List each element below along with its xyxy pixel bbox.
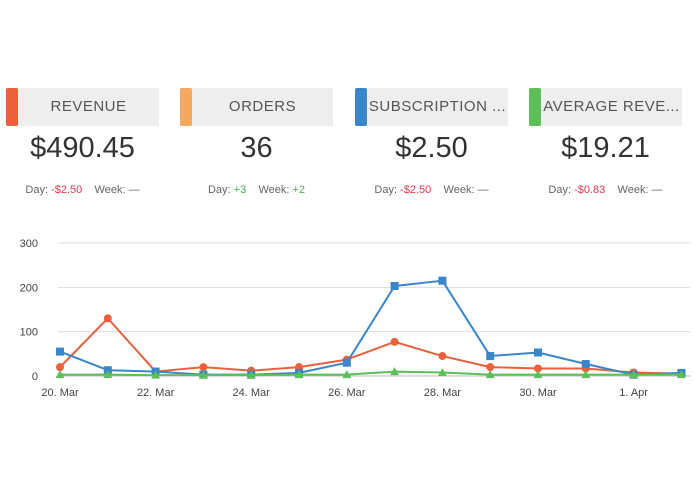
x-tick-label: 26. Mar — [328, 387, 366, 399]
day-delta: -$2.50 — [400, 184, 432, 196]
card-value: 36 — [240, 132, 273, 164]
x-tick-label: 30. Mar — [519, 387, 557, 399]
card-accent — [180, 88, 192, 126]
data-point[interactable] — [438, 352, 447, 361]
card-header: ORDERS — [180, 88, 333, 126]
week-delta: +2 — [292, 184, 306, 196]
card-value: $2.50 — [395, 132, 468, 164]
data-point[interactable] — [676, 370, 686, 379]
data-point[interactable] — [342, 370, 352, 379]
card-title: REVENUE — [50, 98, 127, 115]
y-tick-label: 300 — [20, 238, 38, 250]
day-label: Day: — [548, 184, 572, 196]
card-footer: Day: +3 Week: +2 — [180, 184, 333, 196]
week-delta: — — [128, 184, 140, 196]
card-header: AVERAGE REVE... — [529, 88, 682, 126]
y-tick-label: 100 — [20, 327, 38, 339]
x-tick-label: 20. Mar — [41, 387, 79, 399]
data-point[interactable] — [390, 282, 399, 291]
card-average-revenue[interactable]: AVERAGE REVE... $19.21 Day: -$0.83 Week:… — [529, 88, 682, 206]
data-point[interactable] — [342, 358, 351, 367]
data-point[interactable] — [55, 370, 65, 379]
x-tick-label: 1. Apr — [619, 387, 648, 399]
card-accent — [6, 88, 18, 126]
week-label: Week: — [617, 184, 649, 196]
y-tick-label: 200 — [20, 282, 38, 294]
data-point[interactable] — [103, 314, 112, 323]
data-point[interactable] — [581, 360, 590, 369]
card-value: $490.45 — [30, 132, 135, 164]
series-line — [60, 370, 682, 377]
chart-svg: 0 100 200 300 20. Mar 22. Mar 24. Mar 26. Mar 28… — [20, 238, 690, 399]
data-point[interactable] — [485, 370, 495, 379]
data-point[interactable] — [486, 352, 495, 361]
data-point[interactable] — [56, 347, 64, 356]
week-delta: — — [651, 184, 663, 196]
card-header: REVENUE — [6, 88, 159, 126]
data-point[interactable] — [198, 370, 208, 379]
card-footer: Day: -$2.50 Week: — — [355, 184, 508, 196]
card-footer: Day: -$0.83 Week: — — [529, 184, 682, 196]
line-chart: 0 100 200 300 20. Mar 22. Mar 24. Mar 26. Mar 28… — [0, 225, 695, 410]
data-point[interactable] — [438, 276, 447, 285]
card-title: SUBSCRIPTION ... — [368, 98, 507, 115]
data-point[interactable] — [103, 370, 113, 379]
day-delta: -$2.50 — [51, 184, 83, 196]
data-point[interactable] — [199, 363, 208, 372]
x-tick-label: 28. Mar — [424, 387, 462, 399]
card-title: ORDERS — [228, 98, 297, 115]
metric-cards: REVENUE $490.45 Day: -$2.50 Week: — ORDE… — [0, 88, 695, 206]
card-revenue[interactable]: REVENUE $490.45 Day: -$2.50 Week: — — [6, 88, 159, 206]
x-tick-label: 22. Mar — [137, 387, 175, 399]
week-delta: — — [477, 184, 489, 196]
week-label: Week: — [443, 184, 475, 196]
day-label: Day: — [207, 184, 231, 196]
card-value: $19.21 — [561, 132, 650, 164]
data-point[interactable] — [486, 363, 495, 372]
data-point[interactable] — [294, 370, 304, 379]
card-orders[interactable]: ORDERS 36 Day: +3 Week: +2 — [180, 88, 333, 206]
card-header: SUBSCRIPTION ... — [355, 88, 508, 126]
data-point[interactable] — [246, 370, 256, 379]
y-tick-label: 0 — [32, 371, 38, 383]
series-line — [59, 279, 682, 376]
x-tick-label: 24. Mar — [233, 387, 271, 399]
card-accent — [529, 88, 541, 126]
card-footer: Day: -$2.50 Week: — — [6, 184, 159, 196]
data-point[interactable] — [581, 370, 591, 379]
series-line — [59, 317, 682, 375]
card-accent — [355, 88, 367, 126]
data-point[interactable] — [533, 370, 543, 379]
data-point[interactable] — [437, 367, 447, 376]
day-label: Day: — [25, 184, 49, 196]
day-delta: -$0.83 — [574, 184, 606, 196]
data-point[interactable] — [390, 367, 400, 376]
data-point[interactable] — [151, 370, 161, 379]
week-label: Week: — [94, 184, 126, 196]
data-point[interactable] — [534, 348, 542, 357]
day-label: Day: — [374, 184, 398, 196]
data-point[interactable] — [629, 370, 639, 379]
card-title: AVERAGE REVE... — [543, 98, 680, 115]
data-point[interactable] — [534, 364, 542, 373]
week-label: Week: — [258, 184, 290, 196]
card-subscription[interactable]: SUBSCRIPTION ... $2.50 Day: -$2.50 Week:… — [355, 88, 508, 206]
data-point[interactable] — [56, 363, 64, 372]
day-delta: +3 — [233, 184, 247, 196]
data-point[interactable] — [390, 337, 399, 346]
